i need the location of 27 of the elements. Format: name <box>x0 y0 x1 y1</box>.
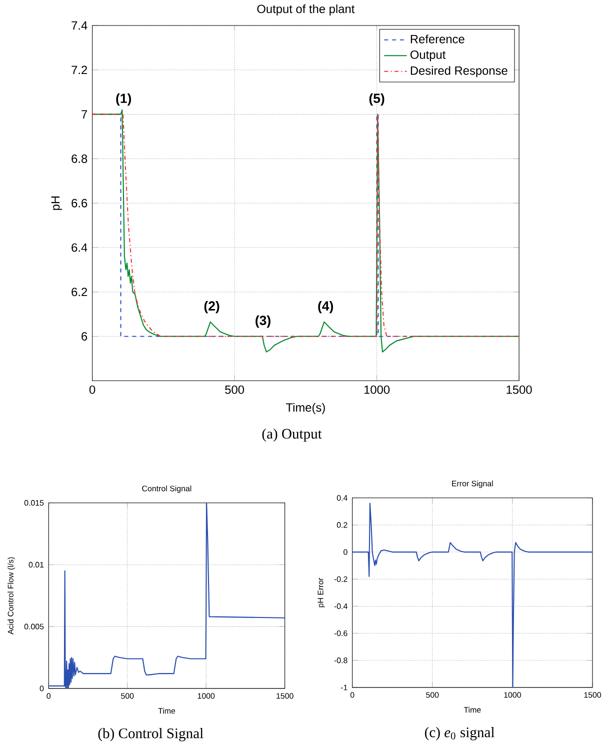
annotation: (1) <box>116 93 131 106</box>
legend-label: Reference <box>410 34 464 44</box>
y-tick-label: 7.4 <box>71 21 88 30</box>
x-tick-label: 1000 <box>364 385 390 394</box>
x-tick-label: 0 <box>89 385 95 394</box>
x-axis-title: Time(s) <box>286 402 325 414</box>
annotation: (5) <box>369 93 384 106</box>
y-tick-label: 7 <box>81 110 87 118</box>
annotation: (3) <box>255 315 270 328</box>
line-series <box>352 502 592 688</box>
text: (c) e$_{0}$ signal <box>424 727 494 740</box>
y-tick-label: 6.8 <box>71 154 87 163</box>
y-tick-label: 7.2 <box>71 66 87 74</box>
x-tick-label: 1500 <box>506 385 532 394</box>
legend-label: Output <box>410 50 446 62</box>
y-tick-label: 6.2 <box>71 288 87 296</box>
chart-title: Output of the plant <box>257 4 354 16</box>
y-tick-label: 6.4 <box>71 243 88 252</box>
x-tick-label: 500 <box>224 385 244 394</box>
legend-label: Desired Response <box>410 66 508 78</box>
y-tick-label: 6.6 <box>71 198 87 208</box>
y-axis-title: pH <box>51 196 62 210</box>
text: (a) Output <box>262 428 322 442</box>
text: (b) Control Signal <box>98 728 204 742</box>
y-tick-label: 6 <box>81 332 87 341</box>
annotation: (2) <box>204 300 220 314</box>
annotation: (4) <box>318 300 333 314</box>
